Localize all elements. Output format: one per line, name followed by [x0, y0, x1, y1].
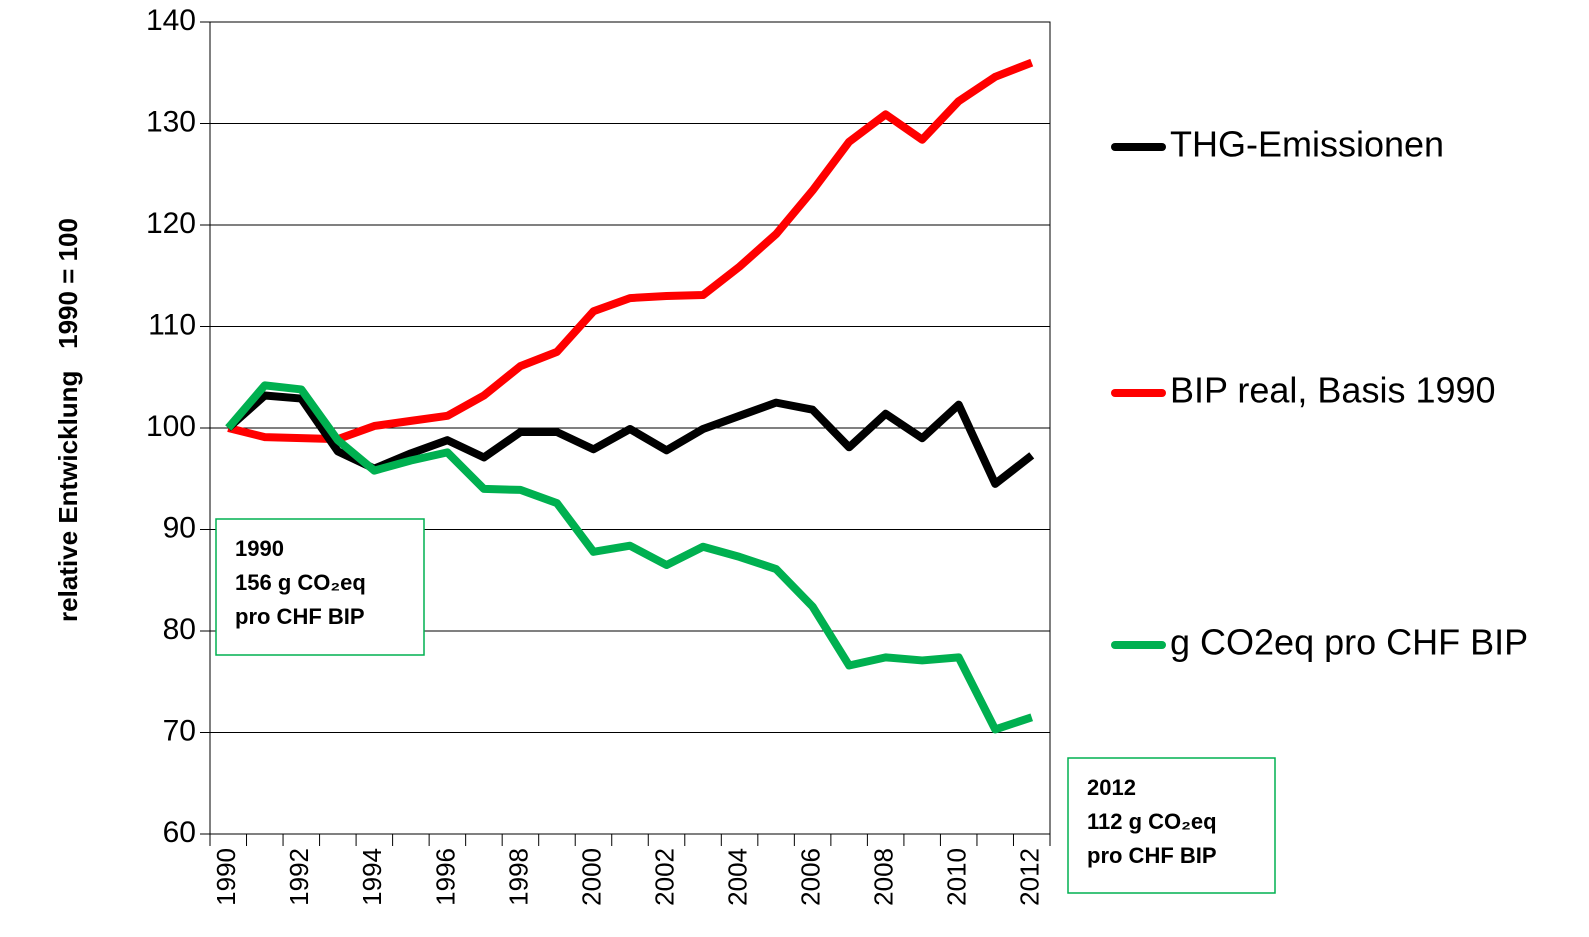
annotation-text: 112 g CO₂eq	[1087, 809, 1217, 834]
annotation-text: pro CHF BIP	[235, 604, 365, 629]
series-line	[227, 58, 1034, 444]
y-tick-label: 100	[146, 410, 196, 443]
x-tick-label: 2008	[869, 848, 899, 906]
y-tick-label: 140	[146, 4, 196, 37]
y-axis-label: relative Entwicklung 1990 = 100	[53, 218, 83, 622]
legend-label: BIP real, Basis 1990	[1170, 370, 1496, 411]
legend-label: g CO2eq pro CHF BIP	[1170, 622, 1528, 663]
y-tick-label: 60	[163, 816, 196, 849]
annotation-text: 2012	[1087, 775, 1136, 800]
x-tick-label: 2012	[1015, 848, 1045, 906]
series-line	[225, 381, 1034, 734]
x-tick-label: 2000	[576, 848, 606, 906]
x-tick-label: 1998	[503, 848, 533, 906]
x-tick-label: 2006	[795, 848, 825, 906]
plot-frame	[209, 21, 1051, 835]
y-tick-label: 120	[146, 207, 196, 240]
x-tick-label: 1992	[284, 848, 314, 906]
y-tick-label: 130	[146, 105, 196, 138]
y-tick-label: 90	[163, 511, 196, 544]
annotation-text: pro CHF BIP	[1087, 843, 1217, 868]
annotation-text: 1990	[235, 536, 284, 561]
annotation-text: 156 g CO₂eq	[235, 570, 366, 595]
x-tick-label: 1990	[211, 848, 241, 906]
x-tick-label: 2010	[942, 848, 972, 906]
x-tick-label: 1996	[430, 848, 460, 906]
y-tick-label: 110	[148, 308, 196, 341]
x-tick-label: 2004	[722, 848, 752, 906]
y-tick-label: 80	[163, 613, 196, 646]
series-line	[225, 391, 1035, 488]
legend-label: THG-Emissionen	[1170, 124, 1444, 165]
y-tick-label: 70	[163, 714, 196, 747]
annotation-box	[215, 518, 425, 656]
x-tick-label: 1994	[357, 848, 387, 906]
annotation-box	[1067, 757, 1276, 894]
x-tick-label: 2002	[649, 848, 679, 906]
